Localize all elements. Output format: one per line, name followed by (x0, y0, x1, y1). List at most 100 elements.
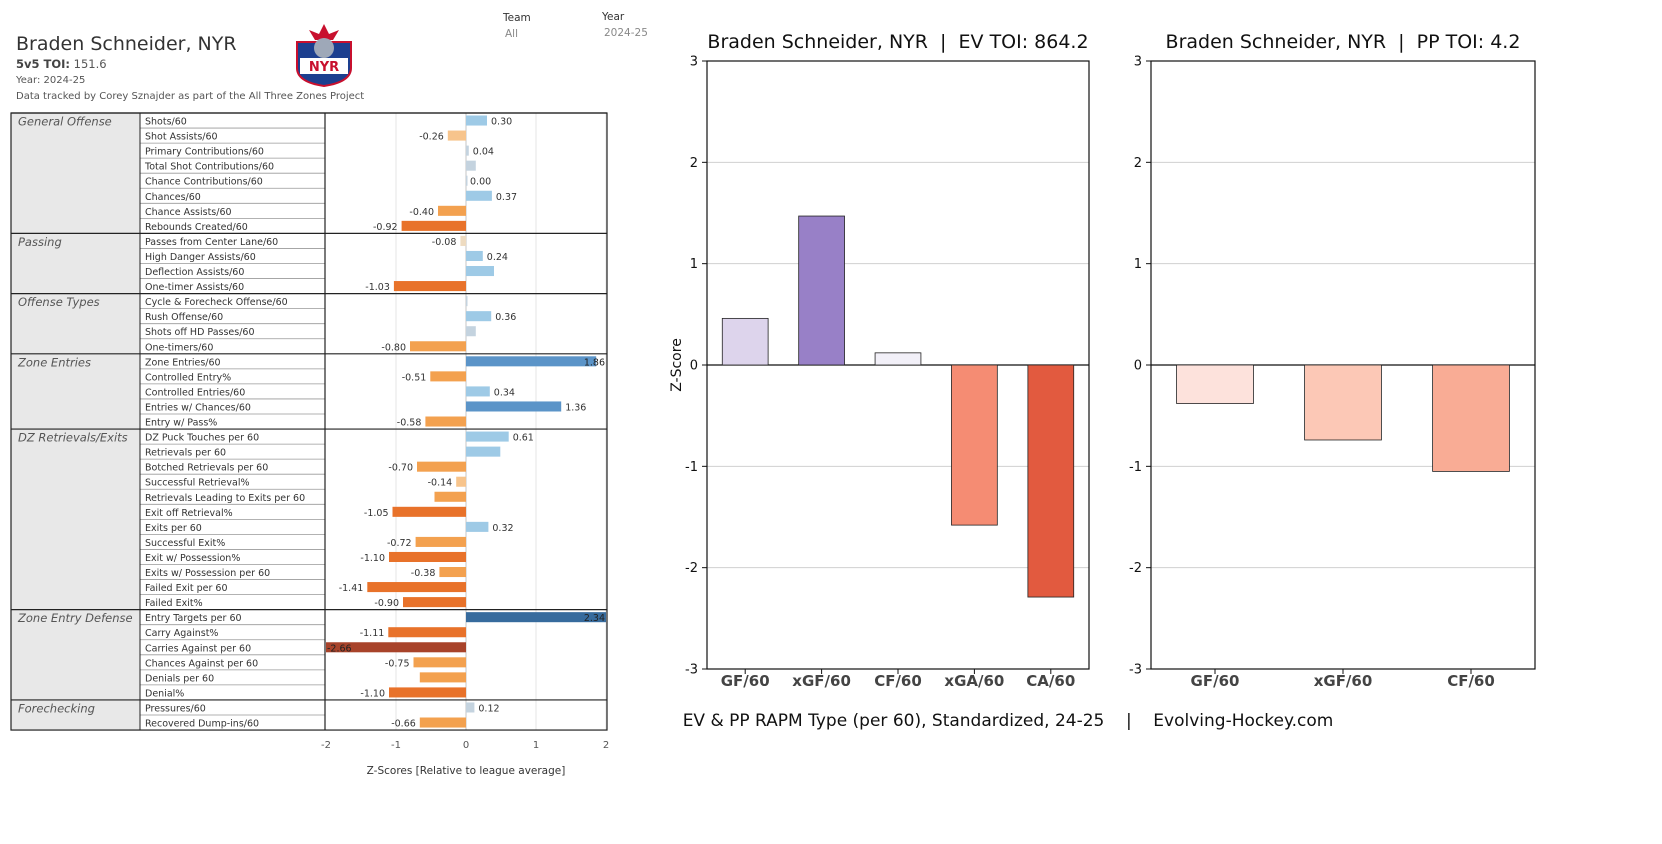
metric-label: DZ Puck Touches per 60 (145, 433, 259, 444)
bar-shots-off-hd-passes-60 (466, 326, 476, 337)
x-tick-label: CF/60 (874, 672, 922, 690)
team-filter-value[interactable]: All (505, 28, 519, 40)
metric-label: Botched Retrievals per 60 (145, 463, 268, 474)
data-label: 0.32 (492, 523, 513, 534)
metric-label: Deflection Assists/60 (145, 267, 244, 278)
x-tick-label: xGA/60 (944, 672, 1004, 690)
bar-failed-exit-per-60 (367, 582, 466, 593)
y-tick-label: 3 (690, 55, 698, 70)
metric-label: Controlled Entry% (145, 372, 231, 383)
x-tick-label: 0 (463, 740, 469, 751)
y-tick-label: -3 (685, 663, 698, 678)
y-tick-label: 1 (690, 257, 698, 272)
data-label: -0.70 (388, 463, 413, 474)
metric-label: Denials per 60 (145, 673, 214, 684)
bar-retrievals-per-60 (466, 446, 501, 457)
data-label: -0.40 (409, 207, 434, 218)
x-tick-label: -2 (321, 740, 331, 751)
year-filter-value[interactable]: 2024-25 (604, 27, 648, 39)
bar-cycle-forecheck-offense-60 (466, 296, 468, 307)
metric-label: Retrievals Leading to Exits per 60 (145, 493, 305, 504)
metric-label: Carries Against per 60 (145, 643, 251, 654)
team-logo: NYR (296, 24, 352, 88)
bar-exits-w-possession-per-60 (439, 567, 466, 578)
metric-label: Chances/60 (145, 192, 201, 203)
data-label: -0.66 (391, 719, 416, 730)
metric-label: Exits w/ Possession per 60 (145, 568, 270, 579)
chart-title: Braden Schneider, NYR | PP TOI: 4.2 (1166, 31, 1521, 53)
bar-pressures-60 (466, 702, 475, 713)
data-label: -1.10 (360, 553, 385, 564)
bar-denials-per-60 (419, 672, 466, 683)
data-label: -1.03 (365, 282, 390, 293)
bar-chance-assists-60 (438, 205, 466, 216)
x-tick-label: xGF/60 (792, 672, 851, 690)
y-tick-label: -2 (685, 561, 698, 576)
bar-retrievals-leading-to-exits-per-60 (434, 491, 466, 502)
metric-label: Controlled Entries/60 (145, 387, 245, 398)
y-tick-label: -1 (1129, 460, 1142, 475)
x-tick-label: GF/60 (721, 672, 770, 690)
data-label: -0.58 (397, 418, 422, 429)
metric-label: Exits per 60 (145, 523, 202, 534)
table-border (10, 112, 608, 731)
metric-label: Exit w/ Possession% (145, 553, 240, 564)
bar-controlled-entries-60 (466, 386, 490, 397)
metric-label: Shots off HD Passes/60 (145, 327, 255, 338)
footer-caption: EV & PP RAPM Type (per 60), Standardized… (683, 711, 1334, 731)
y-tick-label: 0 (690, 359, 698, 374)
data-label: 1.36 (565, 402, 586, 413)
bar-rush-offense-60 (466, 311, 492, 322)
bar-dz-puck-touches-per-60 (466, 431, 509, 442)
metric-label: Failed Exit per 60 (145, 583, 228, 594)
bar-cf-60 (1432, 364, 1510, 472)
data-label: -1.41 (339, 583, 364, 594)
metric-label: Passes from Center Lane/60 (145, 237, 278, 248)
metric-label: Pressures/60 (145, 703, 206, 714)
data-label: -1.05 (364, 508, 389, 519)
bar-denial- (389, 687, 466, 698)
y-tick-label: -1 (685, 460, 698, 475)
bar-deflection-assists-60 (466, 266, 494, 277)
y-tick-label: 1 (1134, 257, 1142, 272)
plot-frame (1150, 60, 1536, 670)
data-label: -0.92 (373, 222, 398, 233)
team-filter-label: Team (503, 12, 531, 24)
data-label: 0.00 (470, 177, 491, 188)
bar-one-timer-assists-60 (393, 281, 466, 292)
metric-label: Zone Entries/60 (145, 357, 221, 368)
bar-botched-retrievals-per-60 (417, 461, 466, 472)
metric-label: Total Shot Contributions/60 (144, 162, 274, 173)
bar-zone-entries-60 (466, 356, 597, 367)
data-label: -0.80 (381, 342, 406, 353)
bar-one-timers-60 (410, 341, 466, 352)
y-tick-label: 2 (1134, 156, 1142, 171)
metric-label: Chances Against per 60 (145, 658, 258, 669)
metric-label: Entry w/ Pass% (145, 418, 217, 429)
bar-controlled-entry- (430, 371, 466, 382)
x-tick-label: 1 (533, 740, 539, 751)
metric-label: Successful Exit% (145, 538, 225, 549)
bar-gf-60 (721, 317, 769, 366)
bar-entry-w-pass- (425, 416, 466, 427)
group-header-cell (11, 293, 140, 354)
bar-chances-60 (466, 190, 492, 201)
data-label: -0.72 (387, 538, 412, 549)
a3z-panel: Braden Schneider, NYR 5v5 TOI: 151.6 Yea… (0, 0, 660, 844)
rapm-panel: EV & PP RAPM Type (per 60), Standardized… (660, 0, 1662, 844)
data-label: 0.61 (513, 433, 534, 444)
bar-gf-60 (1176, 364, 1254, 404)
bar-carries-against-per-60 (326, 642, 466, 653)
x-tick-label: -1 (391, 740, 401, 751)
data-label: -0.08 (432, 237, 457, 248)
metric-label: Entry Targets per 60 (145, 613, 242, 624)
group-header-cell (11, 429, 140, 610)
logo-text: NYR (309, 60, 339, 75)
metric-label: High Danger Assists/60 (145, 252, 256, 263)
toi-line: 5v5 TOI: 151.6 (16, 57, 107, 71)
data-label: -0.38 (411, 568, 436, 579)
data-label: 2.34 (584, 613, 605, 624)
chart-title: Braden Schneider, NYR | EV TOI: 864.2 (707, 31, 1088, 53)
data-label: 0.12 (478, 703, 499, 714)
bar-cf-60 (874, 352, 922, 366)
